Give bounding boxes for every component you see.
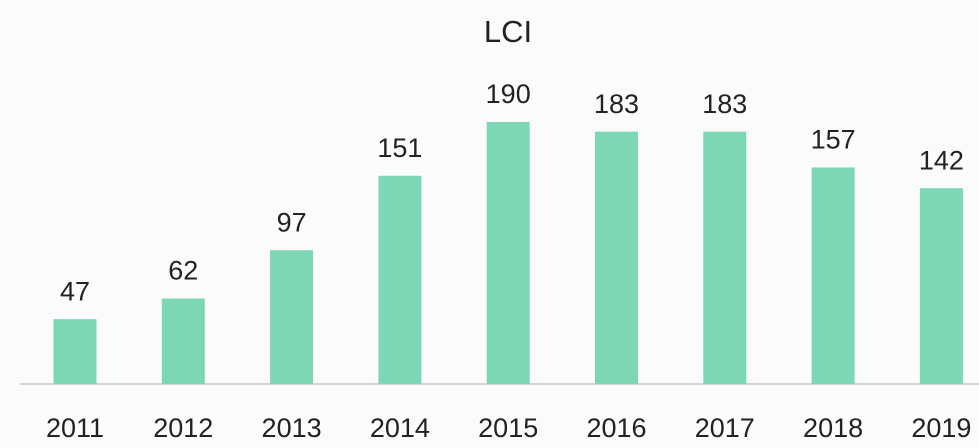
x-tick-label: 2014 bbox=[370, 413, 430, 443]
bar bbox=[595, 131, 638, 384]
data-label: 97 bbox=[277, 207, 307, 237]
x-tick-label: 2016 bbox=[586, 413, 646, 443]
data-label: 190 bbox=[486, 79, 531, 109]
data-label: 151 bbox=[377, 133, 422, 163]
data-label: 183 bbox=[594, 89, 639, 119]
bar bbox=[161, 298, 205, 384]
bar bbox=[703, 131, 747, 384]
bar bbox=[378, 175, 422, 384]
data-label: 183 bbox=[702, 89, 747, 119]
x-tick-label: 2018 bbox=[803, 413, 863, 443]
data-label: 47 bbox=[60, 276, 90, 306]
data-label: 157 bbox=[811, 125, 856, 155]
bar bbox=[486, 122, 530, 384]
x-tick-label: 2017 bbox=[695, 413, 755, 443]
bar bbox=[811, 167, 855, 384]
x-tick-label: 2015 bbox=[478, 413, 538, 443]
data-label: 62 bbox=[168, 256, 198, 286]
x-tick-label: 2013 bbox=[262, 413, 322, 443]
bar bbox=[270, 250, 314, 384]
chart-title: LCI bbox=[484, 14, 532, 49]
x-tick-label: 2019 bbox=[911, 413, 971, 443]
x-tick-label: 2012 bbox=[153, 413, 213, 443]
bar bbox=[919, 188, 963, 384]
bar bbox=[53, 319, 97, 384]
data-label: 142 bbox=[919, 145, 964, 175]
x-tick-label: 2011 bbox=[46, 413, 104, 443]
